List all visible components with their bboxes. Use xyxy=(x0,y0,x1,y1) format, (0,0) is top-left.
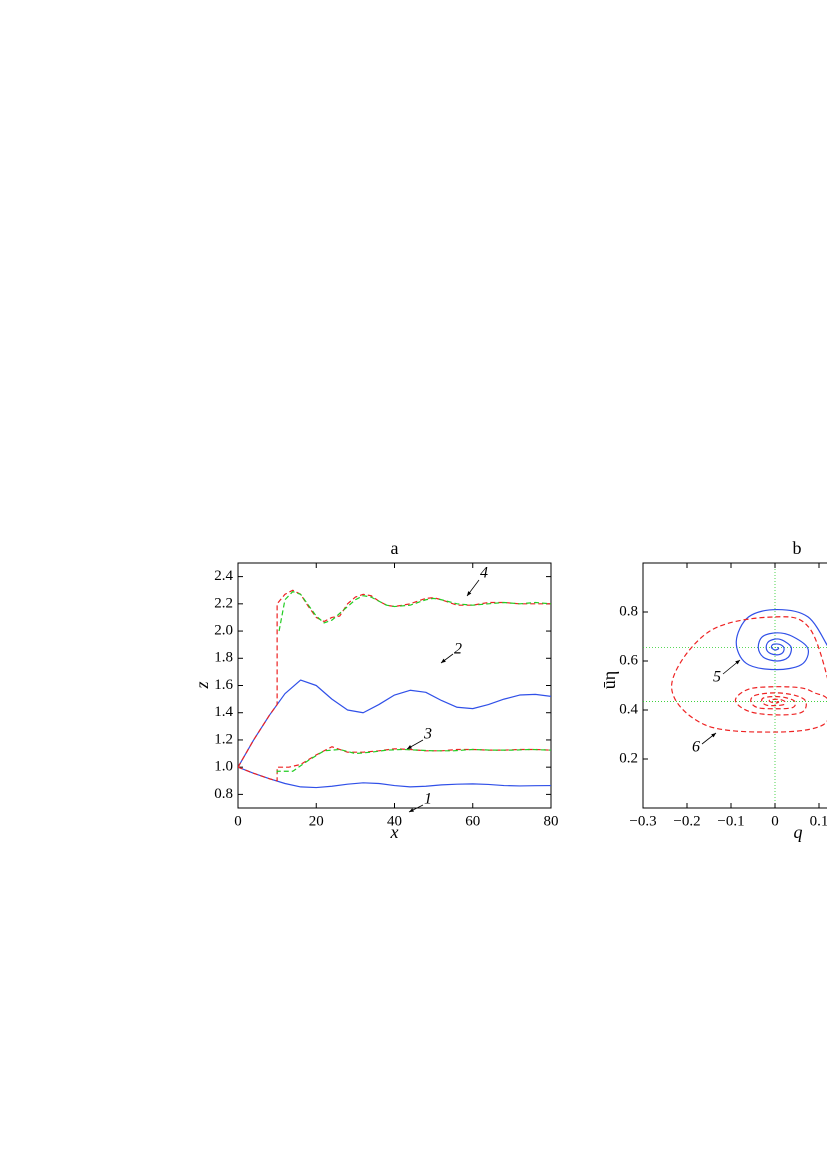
curve xyxy=(276,748,551,773)
y-tick-label: 0.8 xyxy=(214,786,233,802)
x-axis-label: q xyxy=(794,822,803,842)
y-tick-label: 0.8 xyxy=(619,603,638,619)
curve-label: 3 xyxy=(423,726,432,743)
y-tick-label: 2.4 xyxy=(214,568,233,584)
x-tick-label: −0.3 xyxy=(629,813,656,829)
curve-label: 6 xyxy=(692,739,700,756)
y-tick-label: 2.2 xyxy=(214,595,233,611)
arrow-head xyxy=(467,591,472,596)
curve xyxy=(278,590,551,632)
y-tick-label: 0.2 xyxy=(619,750,638,766)
chart-title: a xyxy=(391,538,399,558)
x-tick-label: 40 xyxy=(387,813,402,829)
x-tick-label: −0.1 xyxy=(717,813,744,829)
arrow-head xyxy=(735,660,740,665)
x-tick-label: 0 xyxy=(234,813,242,829)
y-tick-label: 1.2 xyxy=(214,731,233,747)
x-tick-label: 20 xyxy=(309,813,324,829)
y-tick-label: 0.6 xyxy=(619,652,638,668)
curve xyxy=(238,766,551,789)
chart-title: b xyxy=(793,538,802,558)
x-axis-label: x xyxy=(390,822,399,842)
x-tick-label: 60 xyxy=(465,813,480,829)
curve xyxy=(735,608,827,671)
y-tick-label: 2.0 xyxy=(214,622,233,638)
x-tick-label: 0 xyxy=(771,813,779,829)
y-tick-label: 1.4 xyxy=(214,704,233,720)
panel: −0.3 −0.2 −0.1 0 0.1 0.2 0.4 0.6 0.8 b q ūη 5 6 xyxy=(599,538,827,842)
arrow-head xyxy=(409,808,414,812)
curve-label: 4 xyxy=(480,565,488,582)
arrow-head xyxy=(441,658,446,663)
arrow-head xyxy=(407,745,412,749)
curves xyxy=(670,608,827,733)
y-axis-label: ūη xyxy=(599,671,619,689)
curve-label: 2 xyxy=(454,641,462,658)
curve xyxy=(238,679,551,768)
curve-label: 1 xyxy=(424,791,432,808)
y-tick-label: 1.6 xyxy=(214,677,233,693)
panel: 0 20 40 60 80 0.8 1.0 1.2 1.4 1.6 1.8 2.0 2.2 2.4 a x z 1… xyxy=(192,538,558,842)
y-tick-label: 1.8 xyxy=(214,650,233,666)
y-tick-label: 1.0 xyxy=(214,759,233,775)
x-tick-label: 80 xyxy=(544,813,559,829)
curve-label: 5 xyxy=(713,669,721,686)
curves xyxy=(238,589,551,789)
y-tick-label: 0.4 xyxy=(619,701,638,717)
x-tick-label: 0.1 xyxy=(810,813,827,829)
y-axis-label: z xyxy=(192,681,212,689)
plot-area xyxy=(642,562,827,809)
arrow-head xyxy=(711,733,716,738)
x-tick-label: −0.2 xyxy=(673,813,700,829)
curve xyxy=(238,589,551,768)
